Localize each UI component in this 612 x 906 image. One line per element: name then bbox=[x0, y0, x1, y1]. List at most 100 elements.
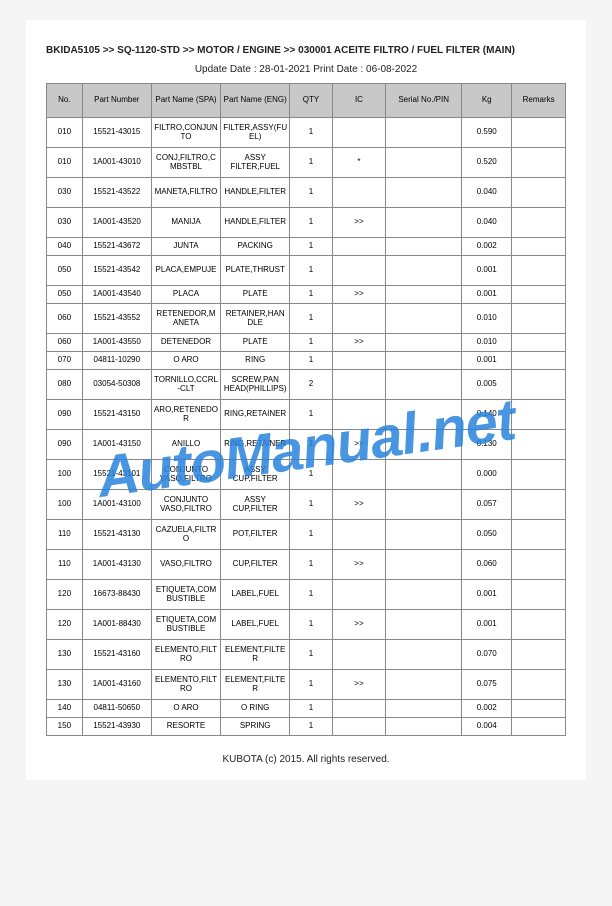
cell-no: 090 bbox=[47, 400, 83, 430]
cell-spa: MANIJA bbox=[151, 208, 220, 238]
cell-eng: ASSY CUP,FILTER bbox=[221, 490, 290, 520]
cell-no: 040 bbox=[47, 238, 83, 256]
cell-no: 140 bbox=[47, 700, 83, 718]
header-qty: QTY bbox=[290, 84, 332, 118]
cell-qty: 1 bbox=[290, 460, 332, 490]
cell-ic: >> bbox=[332, 334, 386, 352]
cell-qty: 1 bbox=[290, 490, 332, 520]
table-row: 1301A001-43160ELEMENTO,FILTROELEMENT,FIL… bbox=[47, 670, 566, 700]
cell-ic: >> bbox=[332, 430, 386, 460]
cell-sn bbox=[386, 148, 462, 178]
cell-kg: 0.010 bbox=[462, 334, 512, 352]
cell-ic: * bbox=[332, 148, 386, 178]
cell-spa: RESORTE bbox=[151, 718, 220, 736]
cell-eng: PACKING bbox=[221, 238, 290, 256]
cell-spa: O ARO bbox=[151, 700, 220, 718]
cell-rem bbox=[512, 610, 566, 640]
cell-ic bbox=[332, 520, 386, 550]
cell-ic: >> bbox=[332, 550, 386, 580]
cell-sn bbox=[386, 370, 462, 400]
cell-sn bbox=[386, 178, 462, 208]
table-row: 09015521-43150ARO,RETENEDORRING,RETAINER… bbox=[47, 400, 566, 430]
table-row: 0601A001-43550DETENEDORPLATE1>>0.010 bbox=[47, 334, 566, 352]
cell-eng: CUP,FILTER bbox=[221, 550, 290, 580]
cell-ic bbox=[332, 700, 386, 718]
cell-qty: 1 bbox=[290, 580, 332, 610]
cell-pn: 15521-43930 bbox=[82, 718, 151, 736]
cell-pn: 1A001-88430 bbox=[82, 610, 151, 640]
cell-eng: RING bbox=[221, 352, 290, 370]
cell-pn: 15521-43160 bbox=[82, 640, 151, 670]
cell-no: 010 bbox=[47, 118, 83, 148]
date-line: Update Date : 28-01-2021 Print Date : 06… bbox=[46, 64, 566, 75]
cell-eng: SPRING bbox=[221, 718, 290, 736]
table-row: 10015521-43101CONJUNTO VASO,FILTROASSY C… bbox=[47, 460, 566, 490]
cell-rem bbox=[512, 352, 566, 370]
cell-ic: >> bbox=[332, 208, 386, 238]
table-row: 07004811-10290O ARORING10.001 bbox=[47, 352, 566, 370]
cell-qty: 1 bbox=[290, 304, 332, 334]
cell-ic: >> bbox=[332, 670, 386, 700]
cell-ic bbox=[332, 400, 386, 430]
cell-spa: ELEMENTO,FILTRO bbox=[151, 670, 220, 700]
cell-qty: 1 bbox=[290, 640, 332, 670]
cell-rem bbox=[512, 238, 566, 256]
cell-sn bbox=[386, 334, 462, 352]
cell-kg: 0.002 bbox=[462, 700, 512, 718]
cell-sn bbox=[386, 640, 462, 670]
cell-rem bbox=[512, 304, 566, 334]
cell-rem bbox=[512, 400, 566, 430]
header-ic: IC bbox=[332, 84, 386, 118]
header-part-name-eng: Part Name (ENG) bbox=[221, 84, 290, 118]
cell-qty: 1 bbox=[290, 700, 332, 718]
header-kg: Kg bbox=[462, 84, 512, 118]
cell-no: 150 bbox=[47, 718, 83, 736]
cell-pn: 15521-43150 bbox=[82, 400, 151, 430]
cell-eng: LABEL,FUEL bbox=[221, 580, 290, 610]
cell-rem bbox=[512, 670, 566, 700]
cell-sn bbox=[386, 118, 462, 148]
table-row: 14004811-50650O AROO RING10.002 bbox=[47, 700, 566, 718]
cell-sn bbox=[386, 400, 462, 430]
table-row: 13015521-43160ELEMENTO,FILTROELEMENT,FIL… bbox=[47, 640, 566, 670]
cell-ic bbox=[332, 580, 386, 610]
cell-qty: 1 bbox=[290, 550, 332, 580]
cell-rem bbox=[512, 430, 566, 460]
cell-pn: 1A001-43160 bbox=[82, 670, 151, 700]
cell-spa: PLACA,EMPUJE bbox=[151, 256, 220, 286]
cell-spa: TORNILLO,CCRL-CLT bbox=[151, 370, 220, 400]
table-row: 06015521-43552RETENEDOR,MANETARETAINER,H… bbox=[47, 304, 566, 334]
cell-qty: 1 bbox=[290, 670, 332, 700]
cell-qty: 1 bbox=[290, 352, 332, 370]
cell-kg: 0.010 bbox=[462, 304, 512, 334]
header-part-name-spa: Part Name (SPA) bbox=[151, 84, 220, 118]
cell-eng: RETAINER,HANDLE bbox=[221, 304, 290, 334]
cell-ic bbox=[332, 118, 386, 148]
table-row: 15015521-43930RESORTESPRING10.004 bbox=[47, 718, 566, 736]
cell-ic bbox=[332, 304, 386, 334]
cell-rem bbox=[512, 718, 566, 736]
cell-no: 060 bbox=[47, 304, 83, 334]
cell-spa: PLACA bbox=[151, 286, 220, 304]
cell-rem bbox=[512, 520, 566, 550]
table-row: 0501A001-43540PLACAPLATE1>>0.001 bbox=[47, 286, 566, 304]
cell-ic bbox=[332, 256, 386, 286]
cell-sn bbox=[386, 460, 462, 490]
cell-sn bbox=[386, 430, 462, 460]
table-row: 08003054-50308TORNILLO,CCRL-CLTSCREW,PAN… bbox=[47, 370, 566, 400]
table-row: 0101A001-43010CONJ,FILTRO,CMBSTBLASSY FI… bbox=[47, 148, 566, 178]
cell-ic bbox=[332, 238, 386, 256]
parts-table: No. Part Number Part Name (SPA) Part Nam… bbox=[46, 83, 566, 736]
cell-rem bbox=[512, 640, 566, 670]
cell-sn bbox=[386, 286, 462, 304]
cell-pn: 1A001-43010 bbox=[82, 148, 151, 178]
cell-eng: PLATE bbox=[221, 286, 290, 304]
header-remarks: Remarks bbox=[512, 84, 566, 118]
cell-eng: POT,FILTER bbox=[221, 520, 290, 550]
cell-rem bbox=[512, 208, 566, 238]
cell-no: 030 bbox=[47, 208, 83, 238]
cell-ic bbox=[332, 178, 386, 208]
cell-rem bbox=[512, 118, 566, 148]
header-no: No. bbox=[47, 84, 83, 118]
cell-pn: 15521-43672 bbox=[82, 238, 151, 256]
